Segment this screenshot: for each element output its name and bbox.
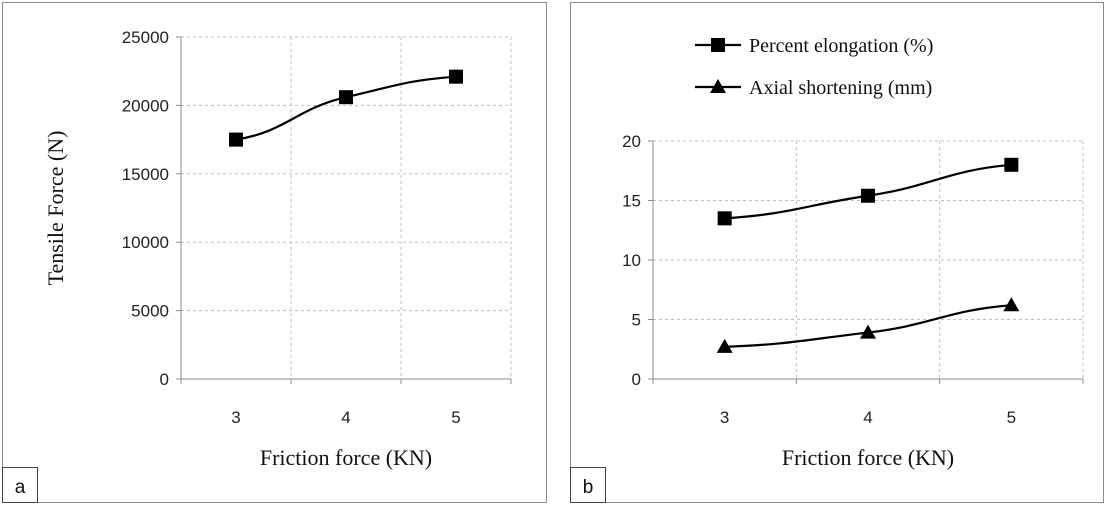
data-point: [717, 211, 732, 226]
series-0: [717, 157, 1019, 226]
x-tick-label: 4: [341, 408, 350, 427]
y-axis-title: Tensile Force (N): [43, 131, 68, 286]
y-tick-label: 0: [632, 370, 641, 389]
data-point: [339, 90, 353, 105]
y-tick-label: 0: [160, 370, 169, 389]
legend-label: Percent elongation (%): [749, 35, 933, 57]
chart-panel-a: 0 5000 10000 15000 20000 25000 3 4 5 Friction for…: [2, 2, 547, 503]
series-0: [229, 69, 463, 147]
y-tick-label: 15: [622, 192, 641, 211]
y-tick-label: 15000: [122, 165, 169, 184]
y-tick-label: 20000: [122, 96, 169, 115]
chart-panel-b: 0 5 10 15 20 3 4 5 Friction force (KN) Percent el…: [570, 2, 1104, 503]
y-tick-label: 20: [622, 132, 641, 151]
x-tick-label: 5: [451, 408, 460, 427]
x-tick-label: 4: [863, 408, 872, 427]
x-tick-label: 3: [231, 408, 240, 427]
data-point: [716, 338, 733, 353]
y-tick-label: 25000: [122, 28, 169, 47]
data-point: [1004, 157, 1019, 172]
data-point: [860, 324, 876, 339]
y-tick-label: 5000: [131, 302, 169, 321]
data-point: [449, 69, 463, 84]
x-tick-label: 3: [720, 408, 729, 427]
x-tick-label: 5: [1007, 408, 1016, 427]
elongation-shortening-chart: 0 5 10 15 20 3 4 5 Friction force (KN) Percent el…: [622, 35, 1084, 470]
data-point: [229, 132, 243, 147]
series-1: [716, 297, 1020, 353]
legend-label: Axial shortening (mm): [749, 77, 932, 99]
legend-marker: [710, 79, 726, 93]
y-tick-label: 10: [622, 251, 641, 270]
data-point: [861, 188, 875, 203]
x-axis-title: Friction force (KN): [260, 445, 432, 470]
data-point: [1003, 297, 1020, 312]
x-axis-title: Friction force (KN): [782, 445, 954, 470]
panel-label-a: a: [2, 467, 38, 503]
legend-marker: [711, 38, 725, 52]
panel-label-b: b: [570, 467, 606, 503]
series-line: [235, 75, 457, 141]
y-tick-label: 5: [632, 311, 641, 330]
tensile-force-chart: 0 5000 10000 15000 20000 25000 3 4 5 Friction for…: [43, 28, 512, 470]
y-tick-label: 10000: [122, 233, 169, 252]
